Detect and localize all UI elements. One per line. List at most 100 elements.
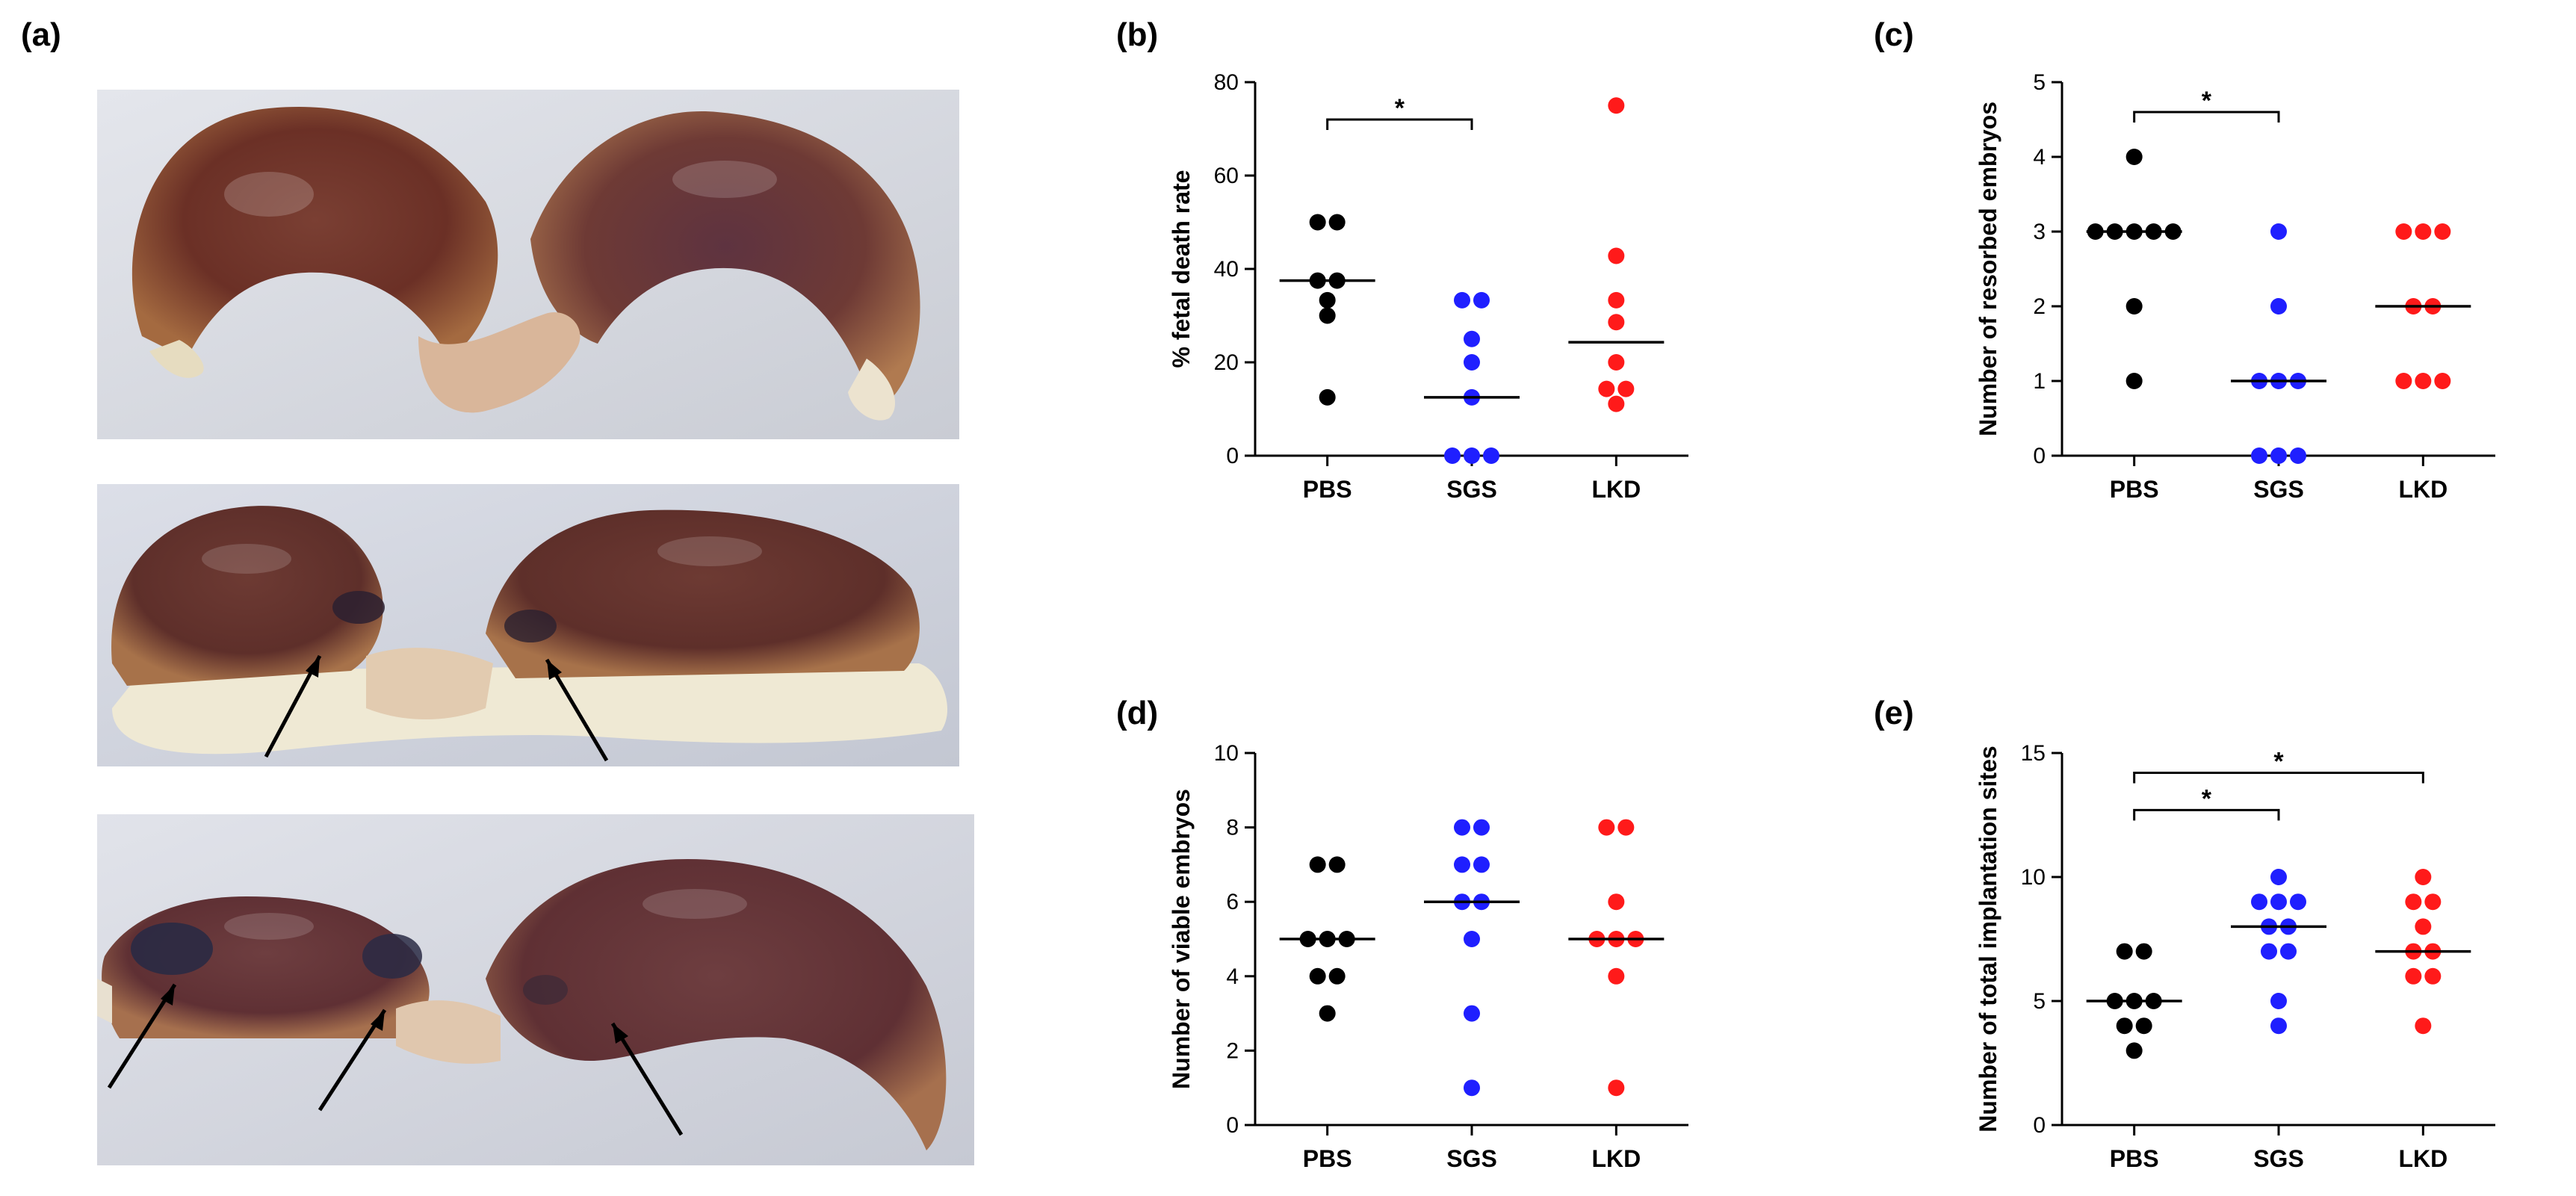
uterus-photo-3-image: [97, 814, 974, 1165]
panel-label-d: (d): [1116, 695, 1159, 731]
data-point-sgs: [1464, 330, 1480, 347]
data-point-sgs: [1464, 931, 1480, 947]
data-point-lkd: [2405, 893, 2422, 911]
significance-bracket: [2133, 111, 2280, 123]
data-point-lkd: [1598, 819, 1615, 836]
data-point-pbs: [2125, 373, 2143, 389]
data-point-lkd: [2415, 223, 2432, 240]
data-point-lkd: [1608, 291, 1625, 309]
significance-bracket: [1326, 118, 1473, 130]
data-point-sgs: [2270, 447, 2287, 464]
y-tick-label: 2: [2033, 294, 2046, 319]
data-point-sgs: [2270, 993, 2287, 1009]
data-point-lkd: [1608, 1079, 1625, 1097]
data-point-sgs: [2270, 893, 2287, 911]
data-point-sgs: [1464, 354, 1480, 371]
data-point-pbs: [1319, 1005, 1336, 1022]
uterus-photo-3: [97, 814, 974, 1165]
data-point-lkd: [2395, 373, 2412, 389]
arrow-icon: [610, 1022, 684, 1136]
y-axis-label: Number of resorbed embryos: [1975, 102, 2001, 436]
data-point-sgs: [2270, 298, 2287, 315]
y-tick-label: 0: [1226, 444, 1239, 468]
data-point-lkd: [1608, 97, 1625, 114]
y-axis-label: Number of viable embryos: [1168, 789, 1195, 1089]
data-point-lkd: [2434, 373, 2451, 389]
y-tick-label: 5: [2033, 70, 2046, 95]
data-point-lkd: [2424, 893, 2442, 911]
data-point-sgs: [2251, 447, 2267, 464]
y-tick-label: 20: [1214, 350, 1239, 375]
chart-b: 0 20 40 60 80 PBS SGS LKD % fetal death rate *: [1168, 70, 1688, 503]
chart-e: 0 5 10 15 PBS SGS LKD Number of total implantat…: [1975, 741, 2495, 1172]
x-tick-label-pbs: PBS: [2110, 1145, 2159, 1172]
x-tick-label-lkd: LKD: [2398, 476, 2447, 503]
significance-bracket: [2133, 772, 2424, 784]
y-tick-label: 60: [1214, 164, 1239, 188]
arrow-icon: [545, 658, 609, 762]
x-tick-label-lkd: LKD: [1591, 476, 1641, 503]
data-point-sgs: [1483, 447, 1499, 464]
y-tick-label: 6: [1226, 890, 1239, 914]
panel-label-a: (a): [21, 16, 61, 53]
data-point-lkd: [1608, 893, 1625, 911]
x-tick-label-sgs: SGS: [1446, 476, 1497, 503]
data-point-pbs: [1328, 967, 1346, 985]
y-tick-label: 0: [2033, 1113, 2046, 1138]
data-point-sgs: [2261, 943, 2277, 960]
data-point-lkd: [1598, 380, 1615, 397]
x-tick-label-pbs: PBS: [1303, 1145, 1352, 1172]
data-point-lkd: [1608, 247, 1625, 264]
data-point-pbs: [1328, 214, 1346, 231]
y-tick-label: 4: [1226, 964, 1239, 989]
panel-label-e: (e): [1874, 695, 1914, 731]
y-tick-label: 2: [1226, 1038, 1239, 1063]
data-point-pbs: [2135, 943, 2152, 960]
data-point-pbs: [2135, 1017, 2152, 1035]
y-tick-label: 8: [1226, 816, 1239, 840]
data-point-lkd: [2405, 967, 2422, 985]
significance-label: *: [2273, 748, 2284, 776]
y-axis-label: Number of total implantation sites: [1975, 746, 2001, 1132]
data-point-pbs: [1328, 856, 1346, 873]
chart-c: 0 1 2 3 4 5 PBS SGS LKD Number of resorbed embryo…: [1975, 70, 2495, 503]
data-point-lkd: [2395, 223, 2412, 240]
y-axis-label: % fetal death rate: [1168, 170, 1195, 368]
significance-label: *: [2202, 784, 2212, 813]
y-tick-label: 10: [1214, 741, 1239, 766]
data-point-pbs: [2125, 298, 2143, 315]
data-point-sgs: [2270, 223, 2287, 240]
x-tick-label-lkd: LKD: [1591, 1145, 1641, 1172]
y-tick-label: 4: [2033, 145, 2046, 170]
data-point-sgs: [2290, 893, 2306, 911]
data-point-lkd: [1608, 354, 1625, 371]
data-point-lkd: [1617, 380, 1635, 397]
data-point-sgs: [1454, 856, 1470, 873]
data-point-lkd: [2415, 869, 2432, 885]
data-point-lkd: [1608, 395, 1625, 412]
y-tick-label: 3: [2033, 220, 2046, 244]
data-point-pbs: [2125, 1042, 2143, 1059]
data-point-sgs: [1473, 856, 1490, 873]
data-point-sgs: [1454, 819, 1470, 836]
data-point-sgs: [1464, 447, 1480, 464]
data-point-lkd: [2415, 373, 2432, 389]
panel-label-c: (c): [1874, 16, 1914, 53]
data-point-pbs: [1309, 214, 1326, 231]
data-point-sgs: [1464, 1005, 1480, 1022]
x-tick-label-pbs: PBS: [1303, 476, 1352, 503]
arrow-icon: [107, 983, 177, 1089]
data-point-lkd: [2434, 223, 2451, 240]
chart-d: 0 2 4 6 8 10 PBS SGS LKD Number of viable embryos: [1168, 741, 1688, 1172]
data-point-sgs: [1473, 819, 1490, 836]
x-tick-label-pbs: PBS: [2110, 476, 2159, 503]
panel-label-b: (b): [1116, 16, 1159, 53]
y-tick-label: 1: [2033, 369, 2046, 394]
data-point-lkd: [2424, 967, 2442, 985]
data-point-pbs: [2116, 1017, 2133, 1035]
data-point-lkd: [2415, 918, 2432, 935]
y-tick-label: 40: [1214, 257, 1239, 282]
significance-label: *: [2202, 87, 2212, 115]
data-point-pbs: [1309, 856, 1326, 873]
data-point-sgs: [2280, 943, 2297, 960]
